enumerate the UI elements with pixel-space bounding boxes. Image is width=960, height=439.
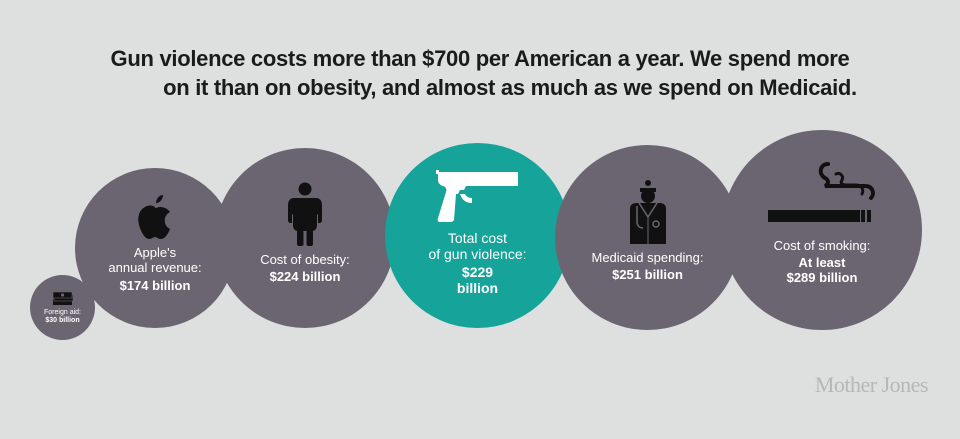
money-stack-icon [52,291,74,307]
obesity-value: $224 billion [269,269,341,284]
obese-person-icon [288,182,322,246]
apple-logo-icon [136,195,174,241]
circle-medicaid-spending: Medicaid spending: $251 billion [555,145,740,330]
apple-caption-line-2: annual revenue: [108,260,202,275]
smoking-value-line-2: $289 billion [786,269,858,285]
gun-violence-caption-line-1: Total cost [447,229,508,246]
smoking-value-line-1: At least [798,254,846,270]
apple-value: $174 billion [119,278,191,293]
headline: Gun violence costs more than $700 per Am… [0,44,960,102]
cigarette-icon [766,161,878,232]
foreign-aid-caption: Foreign aid: [44,308,81,316]
foreign-aid-value: $30 billion [45,316,80,324]
mother-jones-logo: Mother Jones [814,372,929,397]
medicaid-value: $251 billion [612,266,683,282]
apple-caption-line-1: Apple's [133,245,177,260]
circle-apple-revenue: Apple's annual revenue: $174 billion [75,168,235,328]
handgun-icon [435,169,520,222]
medicaid-caption: Medicaid spending: [591,249,704,265]
gun-violence-caption-line-2: of gun violence: [428,245,527,262]
circle-gun-violence-cost: Total cost of gun violence: $229 billion [385,143,570,328]
gun-violence-value-line-2: billion [456,279,499,296]
headline-line-1: Gun violence costs more than $700 per Am… [110,46,850,71]
headline-line-2: on it than on obesity, and almost as muc… [163,75,857,100]
circle-smoking-cost: Cost of smoking: At least $289 billion [722,130,922,330]
obesity-caption: Cost of obesity: [260,252,350,267]
gun-violence-value-line-1: $229 [461,263,494,280]
circle-obesity-cost: Cost of obesity: $224 billion [215,148,395,328]
doctor-icon [626,179,670,244]
smoking-caption: Cost of smoking: [773,237,871,253]
